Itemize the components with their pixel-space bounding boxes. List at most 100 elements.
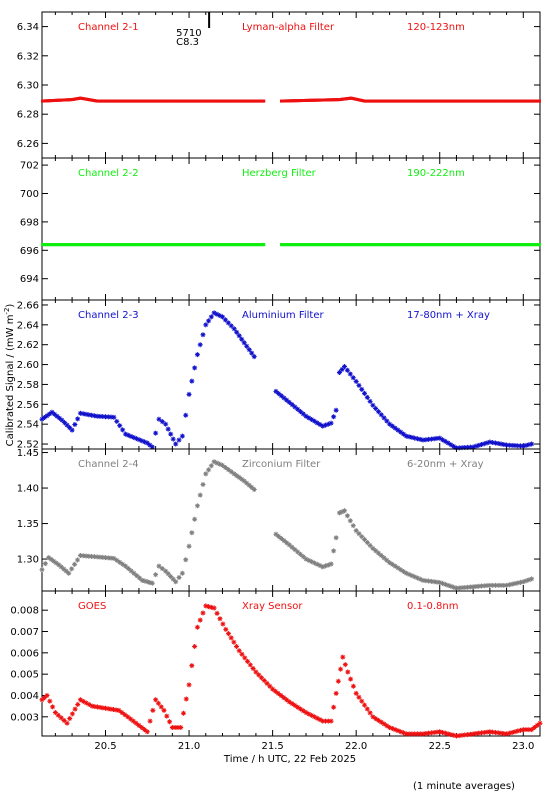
data-point <box>170 436 176 442</box>
data-point <box>86 702 92 708</box>
y-tick-label: 0.005 <box>10 670 39 681</box>
data-point <box>495 582 501 588</box>
data-point <box>389 726 395 732</box>
data-point <box>189 378 195 384</box>
data-point <box>462 732 468 738</box>
data-point <box>239 476 245 482</box>
panel-label: 17-80nm + Xray <box>407 310 490 321</box>
data-point <box>531 724 537 730</box>
data-point <box>509 729 515 735</box>
data-point <box>173 579 179 585</box>
data-point <box>434 729 440 735</box>
data-point <box>56 562 62 568</box>
data-point <box>373 716 379 722</box>
data-point <box>479 583 485 589</box>
data-point <box>292 404 298 410</box>
data-point <box>284 397 290 403</box>
data-point <box>286 542 292 548</box>
data-point <box>136 575 142 581</box>
data-point <box>344 367 350 373</box>
data-point <box>476 730 482 736</box>
data-point <box>155 700 161 706</box>
data-point <box>75 416 81 422</box>
y-tick-label: 0.008 <box>10 606 39 617</box>
data-point <box>529 727 535 733</box>
y-tick-label: 2.64 <box>17 320 39 331</box>
data-series-channel-2-3 <box>39 310 535 451</box>
data-point <box>437 435 443 441</box>
data-point <box>311 560 317 566</box>
data-point <box>389 423 395 429</box>
data-point <box>440 729 446 735</box>
data-point <box>364 706 370 712</box>
data-point <box>381 415 387 421</box>
data-point <box>236 333 242 339</box>
data-point <box>378 553 384 558</box>
data-point <box>423 578 429 584</box>
data-point <box>246 347 252 353</box>
data-point <box>520 579 526 585</box>
data-point <box>206 467 212 473</box>
data-point <box>113 707 119 713</box>
data-point <box>223 626 229 632</box>
data-point <box>39 416 45 422</box>
data-point <box>484 729 490 735</box>
data-point <box>214 460 220 466</box>
y-tick-label: 700 <box>20 189 39 200</box>
data-point <box>89 553 95 559</box>
data-point <box>314 561 320 567</box>
data-point <box>403 570 409 576</box>
y-tick-label: 1.40 <box>17 484 39 495</box>
data-point <box>445 582 451 588</box>
data-point <box>225 467 231 473</box>
data-point <box>317 563 323 569</box>
data-point <box>317 717 323 723</box>
data-point <box>356 382 362 388</box>
data-point <box>409 434 415 440</box>
data-point <box>49 409 55 415</box>
data-point <box>335 678 341 684</box>
data-point <box>58 715 64 721</box>
data-point <box>161 707 167 713</box>
data-point <box>153 572 159 578</box>
data-point <box>442 438 448 444</box>
data-point <box>142 439 148 445</box>
panel-label: Channel 2-4 <box>78 459 139 470</box>
data-point <box>168 431 174 437</box>
data-point <box>341 364 347 370</box>
data-point <box>470 584 476 590</box>
data-point <box>473 731 479 737</box>
data-point <box>456 585 462 591</box>
data-point <box>134 573 140 579</box>
data-point <box>392 425 398 431</box>
data-point <box>77 553 83 558</box>
data-point <box>72 561 78 567</box>
data-point <box>256 672 262 678</box>
data-point <box>183 412 189 418</box>
data-point <box>147 442 153 448</box>
data-point <box>111 555 117 561</box>
data-point <box>498 730 504 736</box>
data-point <box>347 518 353 524</box>
data-point <box>203 322 209 328</box>
data-series-channel-2-4 <box>39 459 535 591</box>
data-point <box>123 563 129 569</box>
y-tick-label: 694 <box>20 274 39 285</box>
data-point <box>116 707 122 713</box>
data-point <box>200 482 206 487</box>
data-point <box>356 694 362 700</box>
data-point <box>325 718 331 724</box>
panel-label: Aluminium Filter <box>242 310 325 321</box>
data-point <box>48 556 54 562</box>
data-point <box>203 603 209 609</box>
data-point <box>241 340 247 346</box>
data-point <box>440 437 446 443</box>
data-point <box>39 697 45 703</box>
data-point <box>526 577 532 583</box>
data-point <box>459 585 465 591</box>
panel-channel-2-1: 6.26 6.28 6.30 6.32 6.34 Channel 2-1 Lyman-alp… <box>17 11 541 159</box>
y-tick-label: 1.30 <box>17 555 39 566</box>
data-point <box>165 571 171 577</box>
data-point <box>356 531 362 537</box>
data-point <box>523 578 529 584</box>
